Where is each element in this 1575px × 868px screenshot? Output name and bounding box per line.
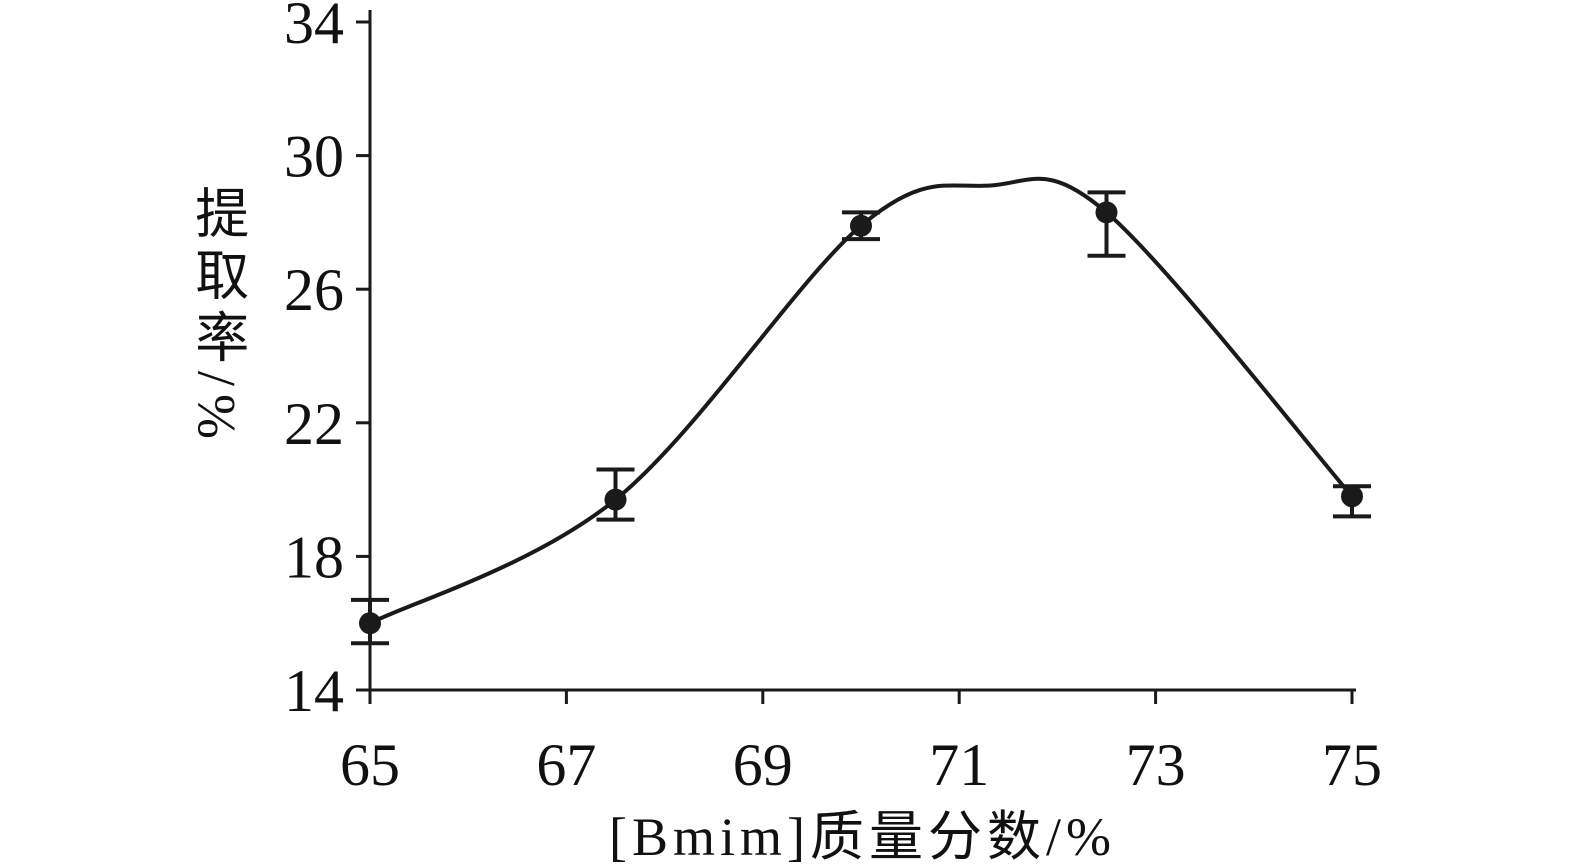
x-tick-label: 73	[1126, 732, 1186, 798]
y-tick-label: 14	[284, 658, 344, 724]
y-tick-label: 30	[284, 124, 344, 190]
x-tick-label: 67	[536, 732, 596, 798]
data-point-marker	[850, 214, 872, 237]
x-tick-label: 75	[1322, 732, 1382, 798]
data-point-marker	[604, 488, 627, 511]
x-tick-label: 71	[929, 732, 989, 798]
y-tick-label: 26	[284, 257, 344, 323]
series-curve	[368, 176, 1354, 626]
x-tick-label: 69	[733, 732, 793, 798]
data-point-marker	[1341, 485, 1363, 508]
y-axis-label: 提取率/%	[186, 185, 247, 447]
y-tick-label: 34	[284, 0, 344, 56]
y-tick-label: 22	[284, 391, 344, 457]
data-point-marker	[1095, 201, 1118, 224]
x-axis-label: [Bmim]质量分数/%	[609, 807, 1116, 867]
y-tick-label: 18	[284, 524, 344, 590]
x-tick-label: 65	[340, 732, 400, 798]
data-point-marker	[359, 612, 381, 635]
